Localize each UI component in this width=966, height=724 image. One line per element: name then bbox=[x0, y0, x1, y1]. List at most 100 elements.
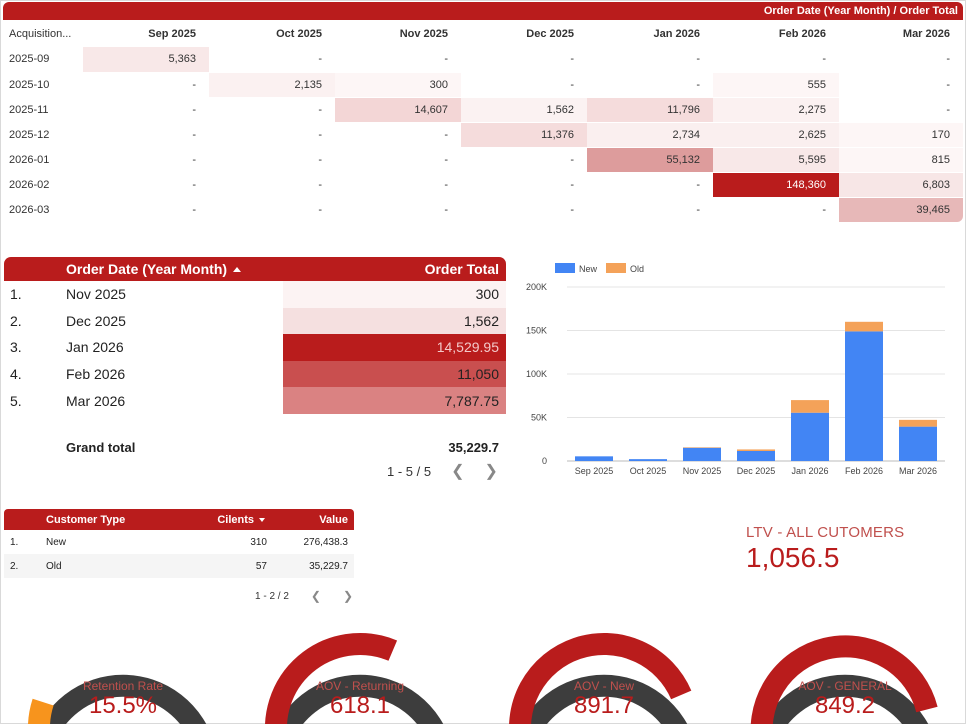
cohort-cell: - bbox=[839, 47, 963, 73]
cohort-cell: 2,275 bbox=[713, 97, 839, 123]
cohort-cell: 555 bbox=[713, 72, 839, 98]
row-index: 2. bbox=[10, 312, 22, 329]
cohort-col-header[interactable]: Sep 2025 bbox=[148, 27, 196, 40]
cohort-col-header[interactable]: Feb 2026 bbox=[778, 27, 826, 40]
table-row[interactable]: 4. Feb 2026 11,050 bbox=[4, 360, 506, 388]
clients-cell: 57 bbox=[255, 560, 267, 572]
cohort-col-header[interactable]: Dec 2025 bbox=[526, 27, 574, 40]
bar-new bbox=[575, 456, 613, 461]
order-date-cell: Jan 2026 bbox=[66, 339, 124, 356]
cohort-cell: - bbox=[209, 47, 335, 73]
pager-range: 1 - 5 / 5 bbox=[387, 463, 432, 479]
x-tick-label: Sep 2025 bbox=[575, 466, 614, 476]
cohort-cell: 11,376 bbox=[461, 122, 587, 148]
cohort-row: 2026-02- - - - -148,360 6,803 bbox=[3, 172, 963, 198]
cohort-cell: - bbox=[83, 72, 209, 98]
bar-old bbox=[845, 321, 883, 332]
x-tick-label: Oct 2025 bbox=[630, 466, 667, 476]
cohort-cell: 11,796 bbox=[587, 97, 713, 123]
cohort-row: 2026-01- - - -55,132 5,595 815 bbox=[3, 147, 963, 173]
gauge-ring bbox=[750, 635, 938, 724]
cohort-col-header[interactable]: Oct 2025 bbox=[276, 27, 322, 40]
y-tick-label: 50K bbox=[531, 413, 547, 423]
y-tick-label: 0 bbox=[542, 456, 547, 466]
order-total-cell: 1,562 bbox=[283, 307, 506, 335]
table-row[interactable]: 2. Dec 2025 1,562 bbox=[4, 307, 506, 335]
cohort-cell: 300 bbox=[335, 72, 461, 98]
cohort-cell: 2,625 bbox=[713, 122, 839, 148]
table-row[interactable]: 3. Jan 2026 14,529.95 bbox=[4, 334, 506, 361]
gauge-label: AOV - New bbox=[573, 679, 634, 693]
cohort-cell: 14,607 bbox=[335, 97, 461, 123]
cohort-cell: - bbox=[335, 122, 461, 148]
table-row[interactable]: 5. Mar 2026 7,787.75 bbox=[4, 387, 506, 414]
customer-type-cell: Old bbox=[46, 560, 62, 572]
table-row[interactable]: 1. Nov 2025 300 bbox=[4, 281, 506, 308]
gauge-track bbox=[276, 674, 444, 724]
cohort-cell: - bbox=[587, 197, 713, 223]
ltv-scorecard: LTV - ALL CUTOMERS 1,056.5 bbox=[746, 524, 904, 574]
table-row[interactable]: 2. Old 57 35,229.7 bbox=[4, 554, 354, 578]
order-date-column-header[interactable]: Order Date (Year Month) bbox=[66, 261, 344, 277]
cohort-cell: - bbox=[83, 197, 209, 223]
gauge-fill bbox=[750, 635, 938, 724]
chevron-right-icon[interactable]: ❯ bbox=[342, 589, 354, 603]
order-table-header: Order Date (Year Month) Order Total bbox=[4, 257, 506, 281]
gauge-label: AOV - Returning bbox=[315, 679, 405, 693]
table-row[interactable]: 1. New 310 276,438.3 bbox=[4, 530, 354, 554]
cohort-col-header[interactable]: Nov 2025 bbox=[399, 27, 448, 40]
cohort-cell: - bbox=[461, 197, 587, 223]
cohort-col-header[interactable]: Jan 2026 bbox=[653, 27, 700, 40]
gauge-label: AOV - GENERAL bbox=[798, 679, 892, 693]
row-index: 1. bbox=[10, 536, 19, 548]
cohort-cell: 5,595 bbox=[713, 147, 839, 173]
cohort-cell: - bbox=[713, 197, 839, 223]
retention-rate-gauge: Retention Rate 15.5% bbox=[28, 628, 218, 724]
gauge-track bbox=[520, 674, 688, 724]
bar-chart-svg: New Old 0 50K 100K 150K 200K Sep 2025 Oct 2025 No… bbox=[526, 263, 945, 476]
x-tick-label: Dec 2025 bbox=[737, 466, 776, 476]
bar-new bbox=[629, 459, 667, 461]
chevron-left-icon[interactable]: ❮ bbox=[451, 463, 465, 480]
gauge-ring bbox=[265, 633, 444, 724]
cohort-cell: - bbox=[335, 147, 461, 173]
clients-column-header[interactable]: Cilents bbox=[186, 514, 271, 526]
value-column-header[interactable]: Value bbox=[319, 513, 348, 526]
cohort-cell: - bbox=[587, 47, 713, 73]
cohort-col-header[interactable]: Mar 2026 bbox=[902, 27, 950, 40]
bar-old bbox=[899, 419, 937, 427]
chevron-right-icon[interactable]: ❯ bbox=[484, 463, 498, 480]
gauge-value: 849.2 bbox=[814, 692, 876, 719]
cohort-header-row: Acquisition... Sep 2025 Oct 2025 Nov 202… bbox=[3, 20, 963, 47]
gauge-value: 618.1 bbox=[329, 692, 391, 719]
chevron-left-icon[interactable]: ❮ bbox=[310, 589, 321, 603]
cohort-row-header[interactable]: Acquisition... bbox=[9, 27, 72, 40]
bar-old bbox=[683, 447, 721, 448]
x-tick-label: Nov 2025 bbox=[683, 466, 722, 476]
cohort-header-bar: Order Date (Year Month) / Order Total bbox=[3, 2, 963, 20]
cohort-cell: - bbox=[335, 47, 461, 73]
cohort-cell: - bbox=[83, 147, 209, 173]
cohort-row: 2026-03- - - - - -39,465 bbox=[3, 197, 963, 223]
sort-descending-icon[interactable] bbox=[259, 517, 265, 522]
cohort-cell: - bbox=[839, 97, 963, 123]
cohort-cell: 148,360 bbox=[713, 172, 839, 198]
cohort-cell: 2,734 bbox=[587, 122, 713, 148]
cohort-cell: - bbox=[209, 97, 335, 123]
cohort-row-label: 2026-01 bbox=[3, 147, 83, 173]
gauge-track bbox=[39, 674, 207, 724]
bar-new bbox=[737, 450, 775, 461]
gauge-fill bbox=[28, 698, 54, 724]
cohort-cell: 5,363 bbox=[83, 47, 209, 73]
cohort-cell: 815 bbox=[839, 147, 963, 173]
cohort-cell: 170 bbox=[839, 122, 963, 148]
sort-ascending-icon[interactable] bbox=[233, 266, 242, 272]
cohort-cell: - bbox=[209, 197, 335, 223]
cohort-cell: - bbox=[209, 147, 335, 173]
new-vs-old-bar-chart: New Old 0 50K 100K 150K 200K Sep 2025 Oct 2025 No… bbox=[515, 256, 955, 484]
y-tick-label: 100K bbox=[526, 369, 547, 379]
cohort-cell: 6,803 bbox=[839, 172, 963, 198]
order-total-column-header[interactable]: Order Total bbox=[424, 261, 499, 277]
customer-type-column-header[interactable]: Customer Type bbox=[46, 513, 126, 526]
cohort-cell: - bbox=[209, 172, 335, 198]
